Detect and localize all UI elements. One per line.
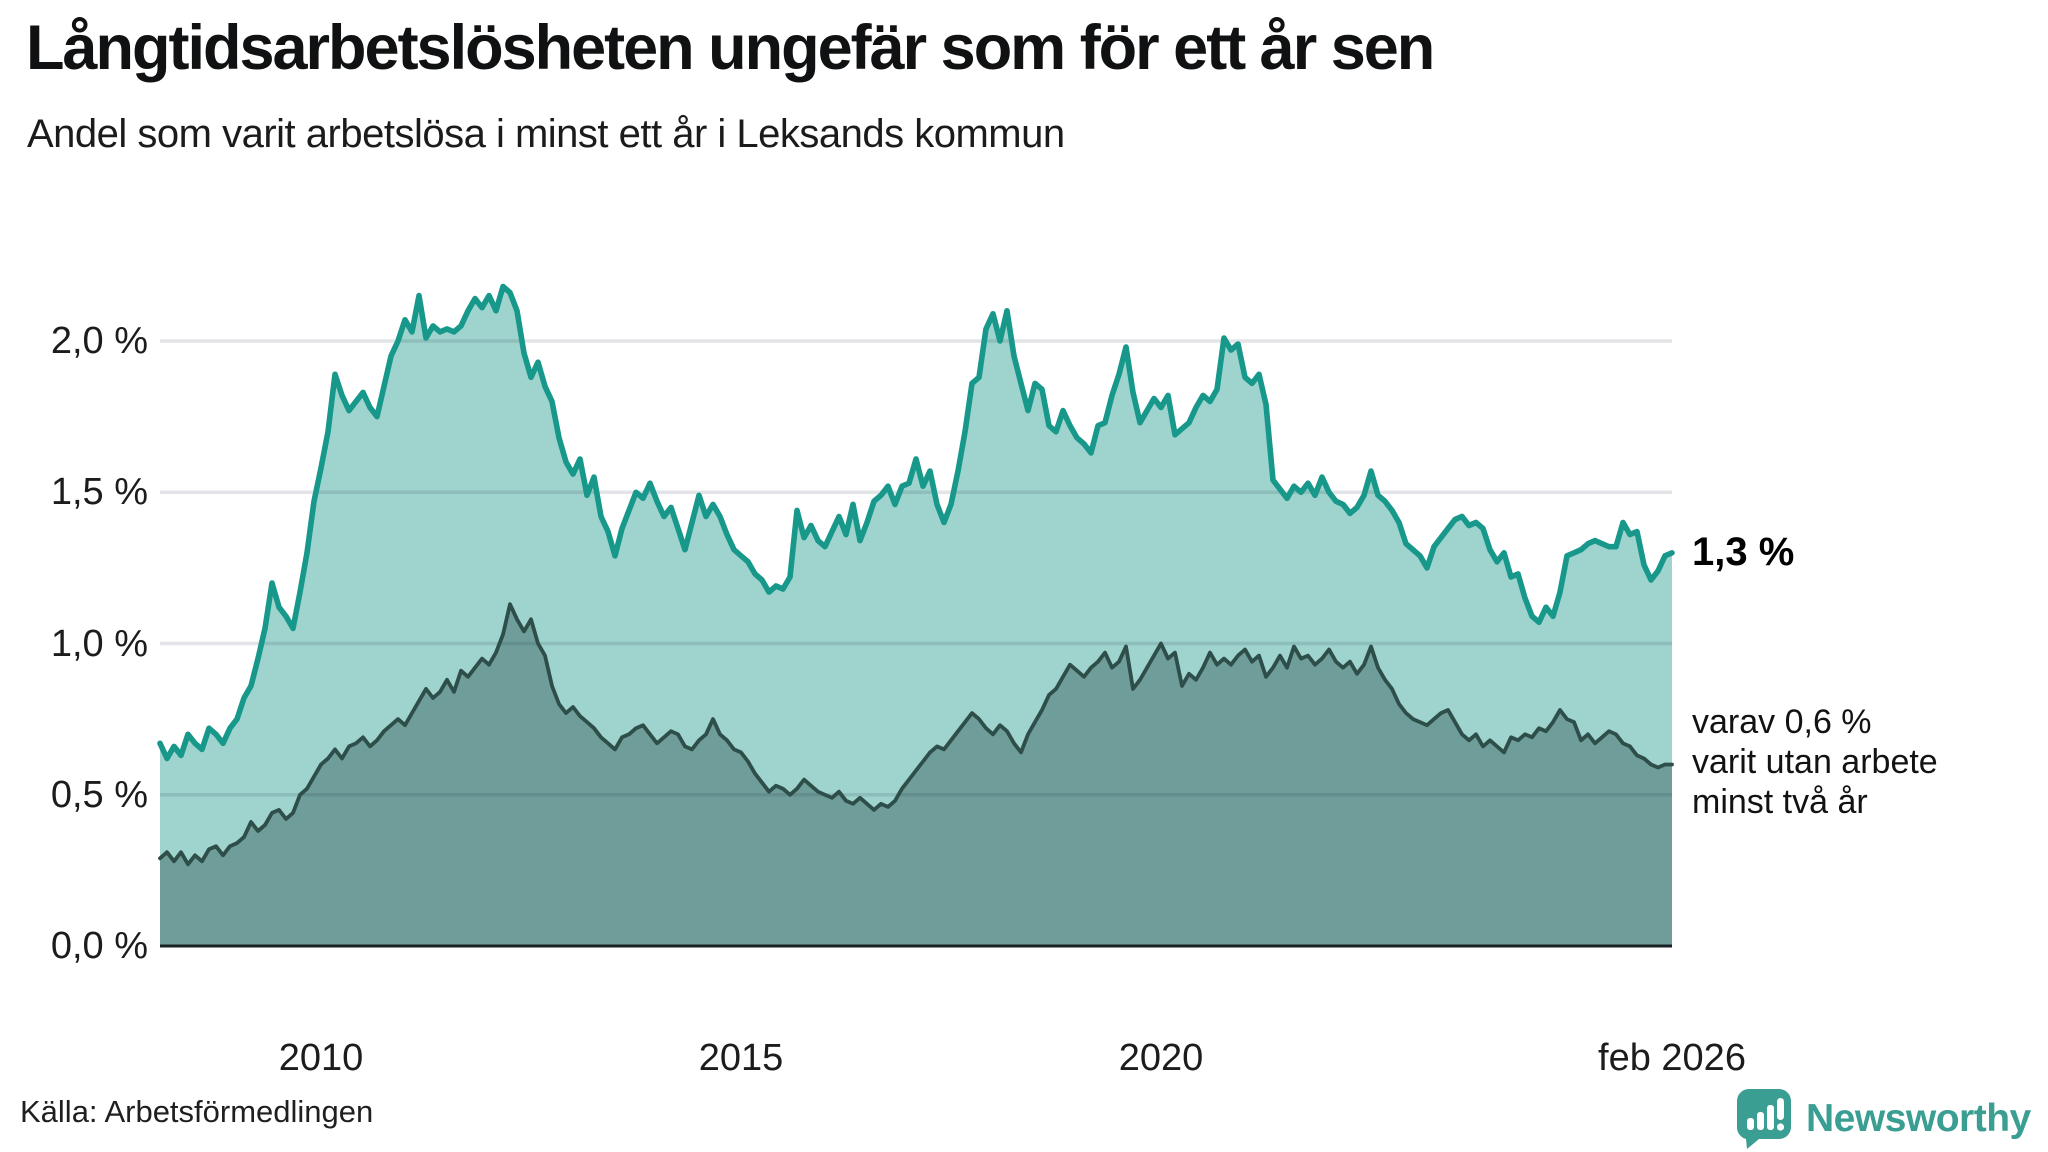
annotation-line: minst två år [1692, 783, 1868, 821]
annotation-line: varit utan arbete [1692, 743, 1938, 781]
newsworthy-speech-bubble-icon [1737, 1089, 1791, 1149]
annotation-line: varav 0,6 % [1692, 703, 1872, 741]
x-tick-label: 2020 [1118, 1037, 1204, 1079]
series-total-line [157, 283, 1675, 762]
y-tick-label: 1,5 % [50, 471, 148, 514]
x-tick-label: 2010 [278, 1037, 364, 1079]
y-tick-label: 2,0 % [50, 320, 148, 362]
series-two-year-area [160, 604, 1672, 946]
brand-name: Newsworthy [1806, 1097, 2031, 1140]
latest-two-year-annotation: varav 0,6 % varit utan arbete minst två … [1692, 702, 1938, 822]
brand-logo: Newsworthy [1736, 1088, 2031, 1150]
source-label: Källa: Arbetsförmedlingen [20, 1094, 374, 1129]
page-title: Långtidsarbetslösheten ungefär som för e… [26, 13, 1435, 83]
y-tick-label: 0,0 % [50, 925, 148, 967]
series-two-year-line [158, 602, 1674, 867]
y-tick-label: 1,0 % [50, 622, 148, 665]
latest-total-annotation: 1,3 % [1692, 530, 1795, 574]
x-tick-label: feb 2026 [1598, 1037, 1746, 1079]
y-tick-label: 0,5 % [50, 773, 148, 816]
x-tick-label: 2015 [698, 1037, 784, 1079]
page-subtitle: Andel som varit arbetslösa i minst ett å… [27, 112, 1065, 156]
